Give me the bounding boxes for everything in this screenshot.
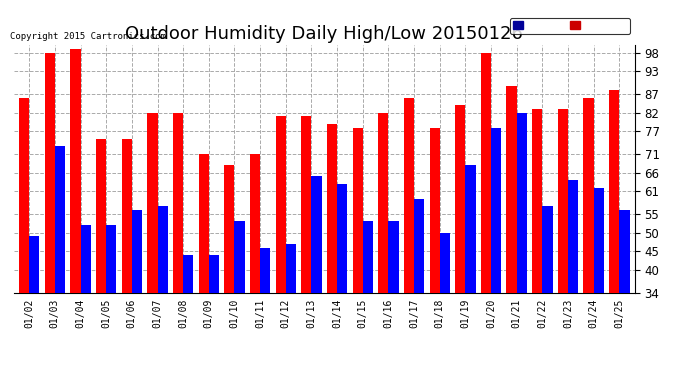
Bar bbox=[311, 176, 322, 292]
Bar bbox=[209, 255, 219, 292]
Bar bbox=[173, 112, 183, 292]
Bar bbox=[275, 116, 286, 292]
Bar bbox=[121, 139, 132, 292]
Bar bbox=[106, 225, 117, 292]
Bar bbox=[70, 49, 81, 292]
Bar bbox=[481, 53, 491, 292]
Bar bbox=[455, 105, 466, 292]
Bar bbox=[353, 128, 363, 292]
Bar bbox=[609, 90, 620, 292]
Bar bbox=[132, 210, 142, 292]
Bar bbox=[45, 53, 55, 292]
Bar bbox=[260, 248, 270, 292]
Title: Outdoor Humidity Daily High/Low 20150126: Outdoor Humidity Daily High/Low 20150126 bbox=[126, 26, 523, 44]
Bar bbox=[157, 206, 168, 292]
Bar bbox=[302, 116, 311, 292]
Bar bbox=[532, 109, 542, 292]
Bar bbox=[55, 146, 65, 292]
Bar bbox=[388, 221, 399, 292]
Bar bbox=[81, 225, 91, 292]
Bar bbox=[414, 199, 424, 292]
Bar bbox=[593, 188, 604, 292]
Bar bbox=[96, 139, 106, 292]
Bar bbox=[620, 210, 630, 292]
Bar bbox=[491, 128, 502, 292]
Bar bbox=[440, 232, 450, 292]
Bar bbox=[147, 112, 157, 292]
Bar bbox=[378, 112, 388, 292]
Bar bbox=[235, 221, 245, 292]
Bar bbox=[183, 255, 193, 292]
Bar bbox=[568, 180, 578, 292]
Bar bbox=[584, 98, 593, 292]
Bar bbox=[199, 154, 209, 292]
Bar bbox=[506, 86, 517, 292]
Bar bbox=[404, 98, 414, 292]
Bar bbox=[286, 244, 296, 292]
Bar bbox=[327, 124, 337, 292]
Legend: Low  (%), High  (%): Low (%), High (%) bbox=[510, 18, 630, 33]
Bar bbox=[542, 206, 553, 292]
Bar bbox=[558, 109, 568, 292]
Text: Copyright 2015 Cartronics.com: Copyright 2015 Cartronics.com bbox=[10, 32, 166, 41]
Bar bbox=[224, 165, 235, 292]
Bar bbox=[337, 184, 347, 292]
Bar bbox=[19, 98, 29, 292]
Bar bbox=[466, 165, 475, 292]
Bar bbox=[429, 128, 440, 292]
Bar bbox=[250, 154, 260, 292]
Bar bbox=[29, 236, 39, 292]
Bar bbox=[517, 112, 527, 292]
Bar bbox=[363, 221, 373, 292]
